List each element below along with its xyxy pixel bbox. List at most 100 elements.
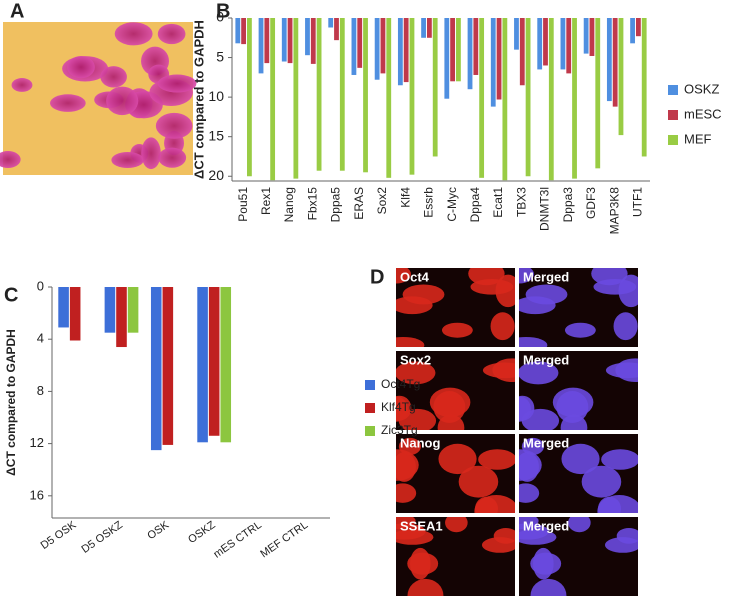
bar <box>519 18 525 86</box>
bar <box>339 18 345 171</box>
bar <box>635 18 641 37</box>
colony-layer <box>519 437 638 513</box>
y-axis-label: ΔCT compared to GAPDH <box>191 20 206 179</box>
cell-colony <box>445 517 468 533</box>
cell-colony <box>490 312 515 341</box>
bar <box>543 18 548 66</box>
panel-label: B <box>216 0 230 22</box>
cell-colony <box>475 496 499 513</box>
y-tick-label: 4 <box>37 331 44 346</box>
bar <box>496 18 502 100</box>
y-tick-label: 0 <box>216 9 224 25</box>
x-tick-label: Pou51 <box>236 187 250 222</box>
legend-swatch <box>668 135 678 145</box>
x-tick-label: mES CTRL <box>211 519 263 561</box>
x-tick-label: ERAS <box>352 187 366 220</box>
cell-colony <box>530 578 567 596</box>
cell-colony <box>438 443 477 475</box>
bar <box>281 18 287 62</box>
cell-colony <box>493 527 515 544</box>
cell-colony <box>158 147 187 168</box>
bar <box>316 18 322 171</box>
y-tick-label: 15 <box>208 127 224 143</box>
bar <box>363 18 368 173</box>
cell-colony <box>556 391 589 423</box>
bar <box>150 287 162 451</box>
legend-swatch <box>365 380 375 390</box>
cell-colony <box>407 578 444 596</box>
x-tick-label: D5 OSKZ <box>79 519 125 556</box>
bar <box>69 287 81 341</box>
bar <box>220 287 232 443</box>
bar <box>514 18 519 50</box>
legend-label: mESC <box>684 106 722 121</box>
cell-colony <box>50 94 86 112</box>
bar <box>287 18 293 64</box>
bar <box>351 18 357 75</box>
bar <box>537 18 543 70</box>
bar <box>386 18 392 178</box>
bar <box>595 18 601 169</box>
cell-colony <box>495 274 515 308</box>
x-tick-label: D5 OSK <box>39 519 79 552</box>
cell-colony <box>615 358 638 383</box>
legend-swatch <box>365 403 375 413</box>
cell-colony <box>396 452 416 482</box>
cell-colony <box>616 527 638 544</box>
cell-colony <box>568 517 591 533</box>
image-label: Merged <box>523 518 569 533</box>
bar <box>409 18 415 175</box>
bar <box>357 18 363 68</box>
legend-label: MEF <box>684 131 712 146</box>
bar <box>235 18 241 44</box>
x-tick-label: Klf4 <box>398 187 412 208</box>
cell-colony <box>519 336 548 347</box>
x-tick-label: MAP3K8 <box>607 187 621 235</box>
image-label: Merged <box>523 435 569 450</box>
cell-colony <box>396 395 412 421</box>
bar <box>241 18 247 45</box>
colony-layer <box>0 22 197 170</box>
x-tick-label: GDF3 <box>584 187 598 219</box>
cell-colony <box>618 274 638 308</box>
x-tick-label: UTF1 <box>631 187 645 217</box>
bar <box>310 18 316 64</box>
bar <box>479 18 485 178</box>
cell-colony <box>433 391 466 423</box>
cell-colony <box>100 66 127 88</box>
legend-swatch <box>668 85 678 95</box>
bar <box>589 18 595 56</box>
bar <box>583 18 589 54</box>
panel-label: C <box>4 284 18 306</box>
image-label: SSEA1 <box>400 518 443 533</box>
cell-colony <box>114 22 153 46</box>
bar <box>270 18 276 181</box>
cell-colony <box>441 322 473 338</box>
bar <box>208 287 220 436</box>
cell-colony <box>519 361 559 385</box>
legend-swatch <box>365 426 375 436</box>
cell-colony <box>106 86 139 116</box>
x-tick-label: Dppa5 <box>329 187 343 223</box>
legend-swatch <box>668 110 678 120</box>
cell-colony <box>533 547 554 580</box>
cell-colony <box>141 137 161 170</box>
bar <box>572 18 577 179</box>
image-label: Sox2 <box>400 352 431 367</box>
cell-colony <box>396 336 425 347</box>
cell-colony <box>398 437 421 456</box>
bar <box>328 18 334 28</box>
image-label: Merged <box>523 352 569 367</box>
cell-colony <box>157 23 186 45</box>
colony-layer <box>396 268 515 347</box>
cell-colony <box>396 268 411 284</box>
legend-label: Zic3Tg <box>381 423 418 437</box>
x-tick-label: Dppa3 <box>561 187 575 223</box>
bar <box>116 287 127 348</box>
bar <box>490 18 496 107</box>
bar <box>397 18 403 86</box>
bar <box>258 18 264 74</box>
cell-colony <box>396 296 433 315</box>
bar <box>560 18 566 70</box>
cell-colony <box>519 452 539 482</box>
